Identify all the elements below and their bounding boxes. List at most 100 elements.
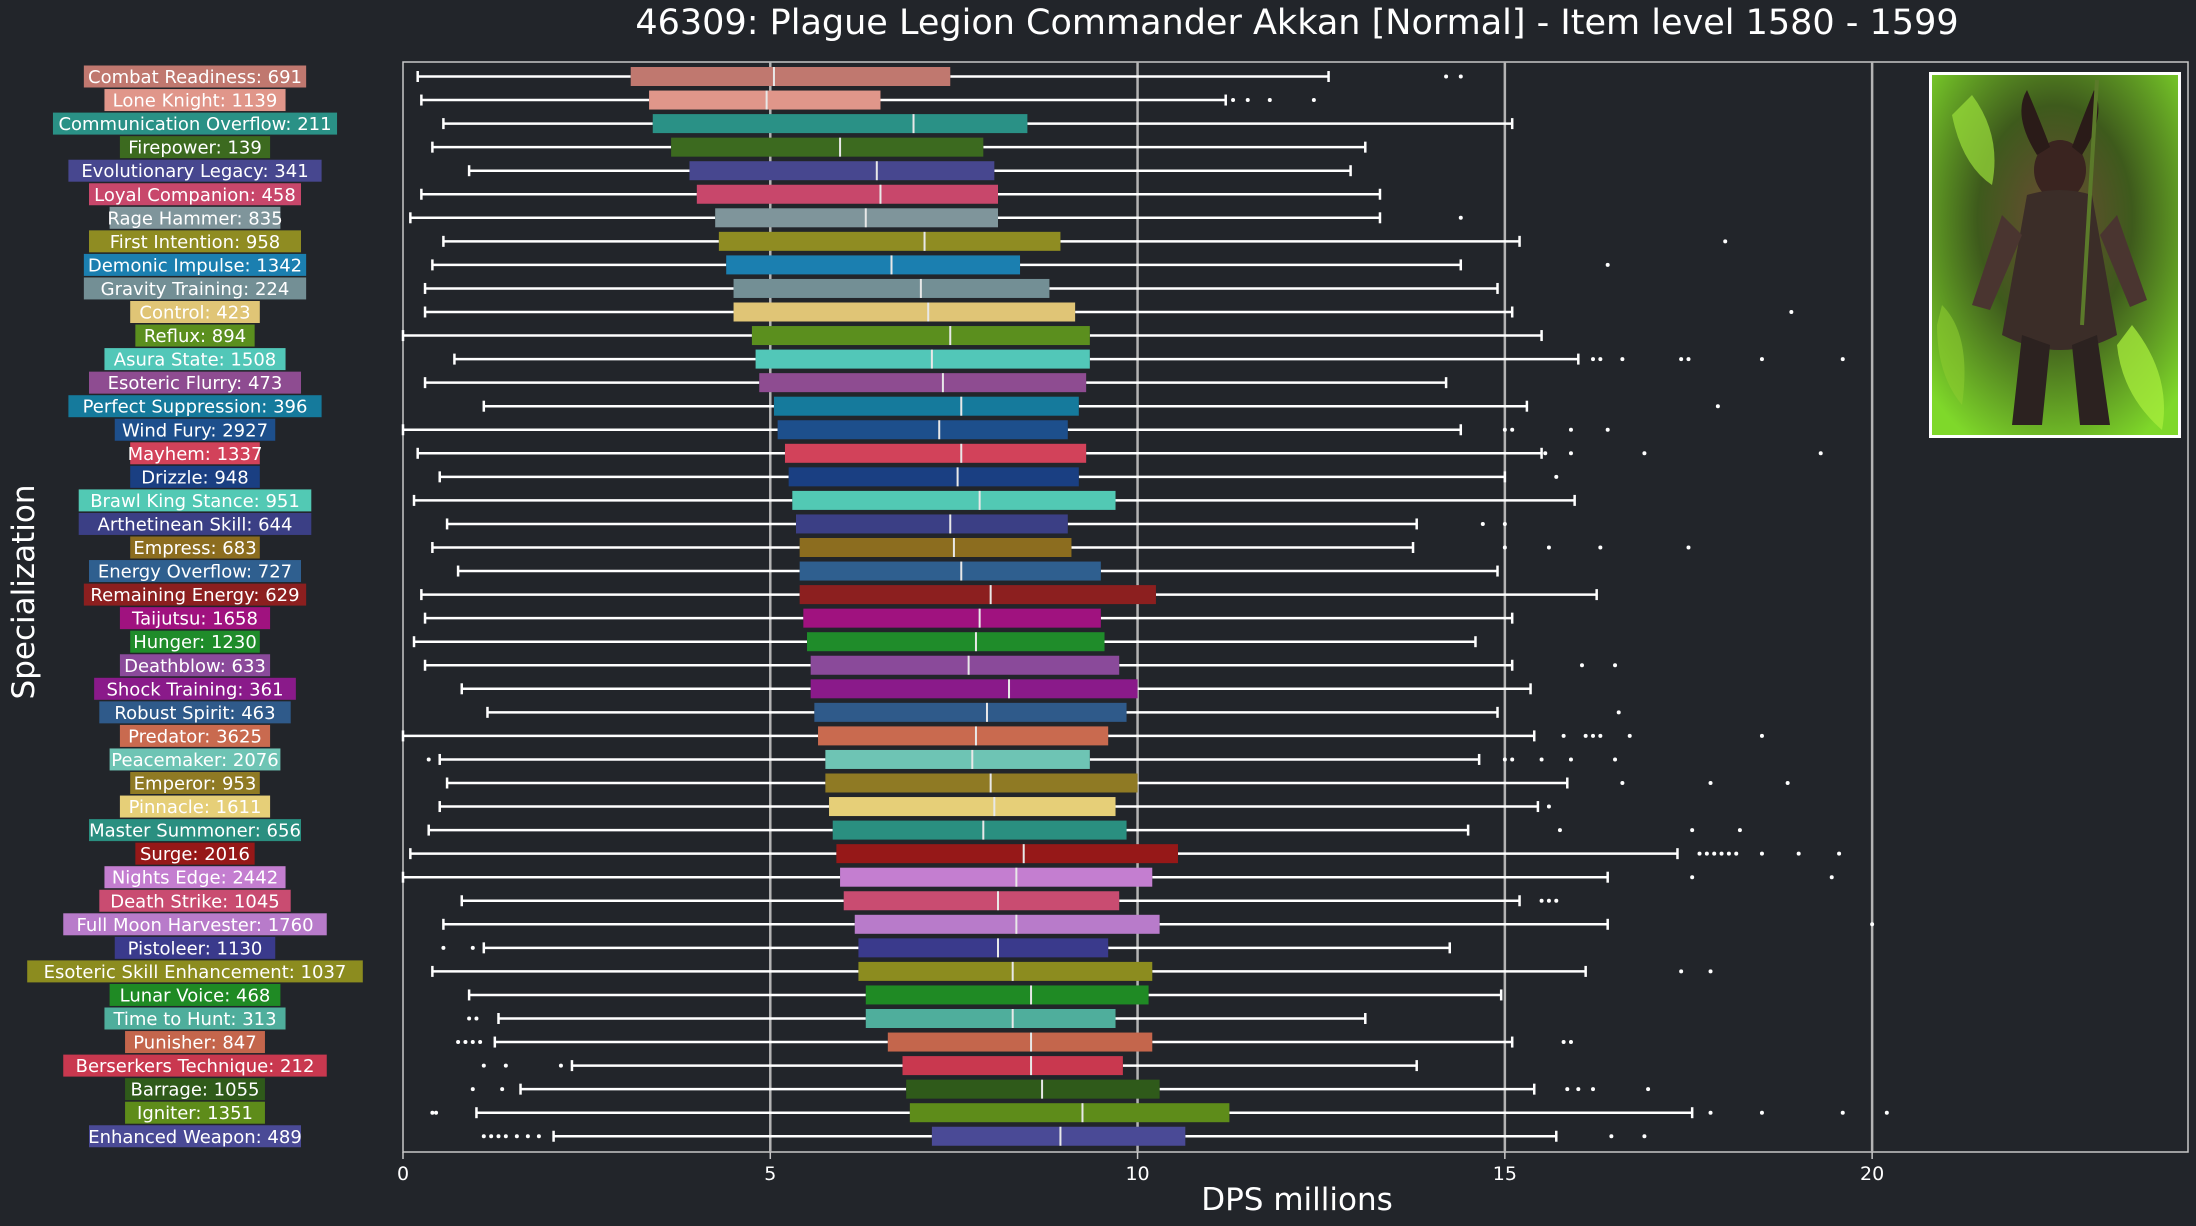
iqr-box bbox=[652, 114, 1028, 134]
y-tick-label: Remaining Energy: 629 bbox=[90, 585, 299, 606]
y-tick-label: Drizzle: 948 bbox=[141, 467, 248, 488]
box-row bbox=[442, 914, 1875, 934]
y-tick-label: Barrage: 1055 bbox=[131, 1080, 260, 1101]
y-label-background bbox=[130, 772, 260, 794]
y-label-background bbox=[83, 583, 307, 606]
outlier-point bbox=[1620, 357, 1625, 362]
y-tick-label: Deathblow: 633 bbox=[124, 656, 266, 677]
iqr-box bbox=[810, 679, 1138, 699]
box-row bbox=[467, 1009, 1367, 1028]
box-row bbox=[423, 278, 1499, 298]
x-tick-label: 5 bbox=[764, 1163, 776, 1185]
box-row bbox=[431, 137, 1367, 157]
outlier-point bbox=[1627, 733, 1632, 738]
outlier-point bbox=[1502, 545, 1507, 550]
outlier-point bbox=[1267, 98, 1272, 103]
outlier-point bbox=[1311, 98, 1316, 103]
y-label-background bbox=[78, 512, 312, 535]
outlier-point bbox=[536, 1134, 541, 1139]
box-row bbox=[456, 1032, 1573, 1052]
outlier-point bbox=[463, 1040, 468, 1045]
iqr-box bbox=[795, 514, 1068, 534]
y-label-background bbox=[63, 1054, 327, 1077]
outlier-point bbox=[1679, 969, 1684, 974]
y-label-background bbox=[130, 630, 260, 653]
outlier-point bbox=[441, 945, 446, 950]
y-tick-label: Emperor: 953 bbox=[134, 774, 257, 795]
y-label-background bbox=[130, 536, 260, 559]
box-row bbox=[438, 797, 1551, 817]
box-row bbox=[401, 420, 1610, 440]
outlier-point bbox=[430, 1110, 435, 1115]
y-tick-label: Evolutionary Legacy: 341 bbox=[81, 161, 308, 182]
box-row bbox=[453, 349, 1845, 369]
iqr-box bbox=[858, 938, 1109, 958]
iqr-box bbox=[792, 490, 1116, 510]
outlier-point bbox=[1734, 851, 1739, 856]
box-row bbox=[481, 1056, 1418, 1076]
box-row bbox=[456, 561, 1499, 581]
outlier-point bbox=[1543, 451, 1548, 456]
y-tick-label: Esoteric Flurry: 473 bbox=[108, 373, 283, 394]
box-row bbox=[412, 632, 1477, 652]
outlier-point bbox=[1796, 851, 1801, 856]
box-series bbox=[401, 67, 1889, 1146]
box-row bbox=[441, 938, 1452, 958]
box-row bbox=[481, 1126, 1647, 1146]
outlier-point bbox=[1546, 545, 1551, 550]
outlier-point bbox=[1458, 74, 1463, 79]
iqr-box bbox=[755, 349, 1090, 369]
y-tick-label: Mayhem: 1337 bbox=[128, 444, 263, 465]
iqr-box bbox=[854, 914, 1160, 934]
x-tick-label: 10 bbox=[1125, 1163, 1149, 1185]
y-label-background bbox=[94, 677, 296, 700]
iqr-box bbox=[825, 749, 1090, 769]
outlier-point bbox=[1829, 875, 1834, 880]
iqr-box bbox=[803, 608, 1101, 628]
outlier-point bbox=[1546, 804, 1551, 809]
outlier-point bbox=[503, 1134, 508, 1139]
y-label-background bbox=[89, 819, 301, 842]
outlier-point bbox=[1591, 733, 1595, 738]
box-row bbox=[423, 302, 1794, 322]
y-tick-label: Firepower: 139 bbox=[128, 138, 262, 159]
outlier-point bbox=[1837, 851, 1842, 856]
outlier-point bbox=[1715, 404, 1720, 409]
y-label-background bbox=[89, 230, 301, 253]
box-row bbox=[426, 749, 1618, 769]
iqr-box bbox=[807, 632, 1105, 652]
outlier-point bbox=[489, 1134, 494, 1139]
iqr-box bbox=[773, 396, 1079, 416]
outlier-point bbox=[467, 1016, 472, 1021]
box-row bbox=[431, 961, 1713, 981]
chart-title: 46309: Plague Legion Commander Akkan [No… bbox=[635, 3, 1958, 43]
outlier-point bbox=[1458, 215, 1463, 220]
y-label-background bbox=[135, 324, 255, 347]
outlier-point bbox=[1642, 451, 1647, 456]
iqr-box bbox=[689, 161, 995, 181]
y-label-background bbox=[104, 348, 286, 371]
box-row bbox=[430, 1103, 1889, 1123]
y-label-background bbox=[114, 936, 276, 959]
y-tick-label: First Intention: 958 bbox=[110, 232, 280, 253]
iqr-box bbox=[902, 1056, 1123, 1076]
y-label-background bbox=[99, 889, 291, 912]
outlier-point bbox=[1697, 851, 1702, 856]
iqr-box bbox=[825, 773, 1138, 793]
outlier-point bbox=[1723, 239, 1728, 244]
box-row bbox=[467, 985, 1503, 1005]
y-label-background bbox=[114, 418, 276, 441]
y-tick-label: Pistoleer: 1130 bbox=[128, 938, 263, 959]
box-row bbox=[482, 396, 1720, 416]
outlier-point bbox=[1591, 1087, 1595, 1092]
outlier-point bbox=[1554, 898, 1559, 903]
y-label-background bbox=[109, 748, 281, 771]
y-label-background bbox=[130, 442, 260, 465]
outlier-point bbox=[1759, 1110, 1764, 1115]
outlier-point bbox=[1840, 1110, 1845, 1115]
y-tick-label: Igniter: 1351 bbox=[137, 1103, 253, 1124]
outlier-point bbox=[1646, 1087, 1651, 1092]
box-row bbox=[427, 820, 1742, 840]
outlier-point bbox=[1557, 828, 1562, 833]
